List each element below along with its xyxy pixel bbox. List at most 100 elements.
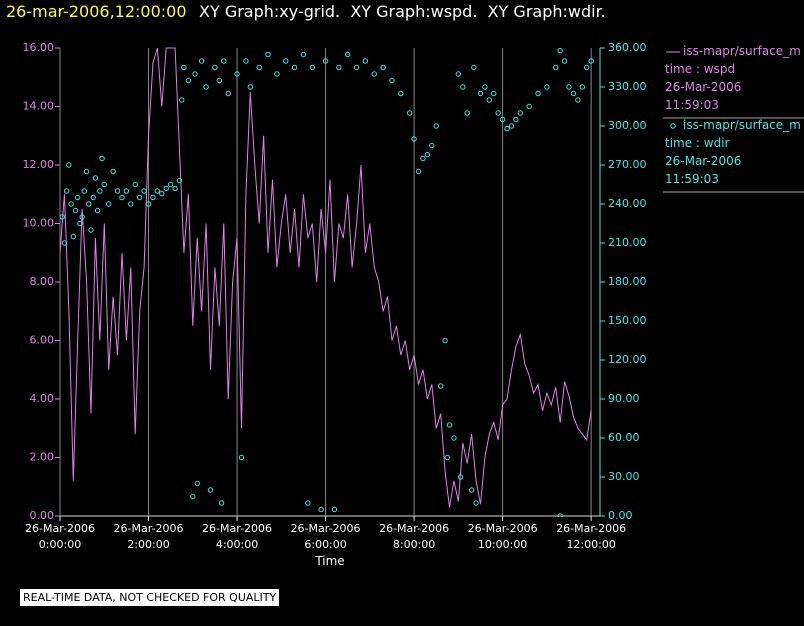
wdir-point bbox=[429, 142, 435, 149]
wdir-point bbox=[353, 64, 360, 71]
wdir-point bbox=[499, 116, 506, 123]
wdir-point bbox=[517, 110, 524, 116]
wdir-point bbox=[446, 422, 453, 428]
wdir-point bbox=[243, 58, 249, 64]
wdir-point bbox=[442, 337, 448, 344]
wdir-point bbox=[557, 47, 563, 54]
y-tick-label: 4.00 bbox=[30, 392, 55, 405]
wdir-point bbox=[504, 125, 510, 132]
wdir-point bbox=[345, 51, 351, 58]
wdir-point bbox=[203, 84, 209, 90]
wdir-point bbox=[322, 58, 329, 64]
wdir-point bbox=[535, 90, 541, 97]
wdir-point bbox=[105, 201, 112, 207]
wdir-point bbox=[265, 51, 271, 58]
wdir-point bbox=[300, 51, 307, 58]
wdir-point bbox=[83, 168, 90, 175]
wdir-point bbox=[309, 64, 315, 71]
wdir-point bbox=[433, 123, 439, 129]
wdir-point bbox=[119, 194, 125, 201]
wdir-point bbox=[66, 162, 72, 168]
wdir-point bbox=[486, 97, 493, 103]
wdir-point bbox=[579, 84, 585, 90]
wdir-point bbox=[128, 201, 134, 207]
wdir-point bbox=[561, 58, 568, 64]
y2-tick-label: 240.00 bbox=[608, 197, 647, 210]
wdir-point bbox=[318, 506, 324, 513]
y2-tick-label: 270.00 bbox=[608, 158, 647, 171]
y2-tick-label: 60.00 bbox=[608, 431, 640, 444]
legend-label: time : wspd bbox=[665, 62, 736, 76]
y2-tick-label: 30.00 bbox=[608, 470, 640, 483]
wdir-point bbox=[167, 181, 174, 188]
wdir-point bbox=[101, 181, 107, 188]
wdir-point bbox=[584, 64, 590, 71]
wdir-point bbox=[553, 64, 559, 71]
wdir-point bbox=[371, 71, 377, 77]
wdir-point bbox=[495, 110, 501, 116]
subtitle: XY Graph:xy-grid. XY Graph:wspd. XY Grap… bbox=[199, 2, 606, 21]
y2-tick-label: 300.00 bbox=[608, 119, 647, 132]
wdir-point bbox=[234, 71, 240, 77]
wdir-point bbox=[86, 201, 92, 207]
wdir-point bbox=[114, 188, 121, 194]
y-tick-label: 8.00 bbox=[30, 275, 55, 288]
wdir-point bbox=[141, 188, 147, 194]
wdir-point bbox=[132, 181, 138, 188]
wdir-point bbox=[163, 185, 169, 192]
wspd-line bbox=[60, 47, 592, 508]
wdir-point bbox=[207, 487, 214, 493]
y-tick-label: 0.00 bbox=[30, 509, 55, 522]
legend-name: iss-mapr/surface_m bbox=[683, 44, 801, 58]
x-axis-label: Time bbox=[315, 554, 345, 568]
wdir-point bbox=[179, 97, 185, 103]
y2-tick-label: 0.00 bbox=[608, 509, 633, 522]
wdir-point bbox=[181, 64, 187, 71]
wdir-point bbox=[544, 84, 550, 90]
y-tick-label: 12.00 bbox=[23, 158, 55, 171]
wdir-point bbox=[159, 190, 165, 197]
legend-time: 11:59:03 bbox=[665, 98, 719, 112]
y-tick-label: 14.00 bbox=[23, 100, 55, 113]
wdir-point bbox=[473, 500, 479, 506]
wdir-point bbox=[92, 175, 99, 181]
y2-tick-label: 90.00 bbox=[608, 392, 640, 405]
wdir-point bbox=[225, 90, 231, 97]
legend-date: 26-Mar-2006 bbox=[665, 154, 742, 168]
wdir-point bbox=[406, 110, 413, 116]
wdir-point bbox=[477, 90, 484, 97]
wdir-point bbox=[274, 71, 280, 77]
wdir-point bbox=[471, 64, 477, 71]
wdir-point bbox=[380, 64, 386, 71]
wdir-point bbox=[75, 194, 81, 201]
wdir-point bbox=[123, 188, 130, 194]
wdir-point bbox=[415, 168, 422, 175]
wdir-point bbox=[566, 84, 572, 90]
wdir-point bbox=[145, 201, 152, 207]
wdir-point bbox=[68, 201, 74, 207]
y2-tick-label: 120.00 bbox=[608, 353, 647, 366]
wdir-point bbox=[575, 97, 581, 103]
wdir-point bbox=[185, 77, 192, 84]
wdir-point bbox=[61, 240, 68, 246]
wdir-point bbox=[570, 90, 577, 97]
y2-tick-label: 330.00 bbox=[608, 80, 647, 93]
legend-label: time : wdir bbox=[665, 136, 730, 150]
x-tick-label: 26-Mar-2006 0:00:00 bbox=[25, 522, 95, 551]
wdir-point bbox=[455, 71, 462, 77]
wdir-point bbox=[331, 506, 338, 513]
y2-tick-label: 150.00 bbox=[608, 314, 647, 327]
wdir-point bbox=[192, 71, 198, 77]
x-tick-label: 26-Mar-2006 8:00:00 bbox=[379, 522, 450, 551]
wdir-point bbox=[150, 194, 156, 201]
wdir-point bbox=[60, 214, 65, 220]
wdir-point bbox=[389, 77, 395, 84]
plot-area bbox=[60, 47, 594, 517]
wdir-point bbox=[451, 435, 457, 441]
wdir-point bbox=[444, 454, 450, 461]
legend-date: 26-Mar-2006 bbox=[665, 80, 742, 94]
wdir-point bbox=[154, 188, 161, 194]
y2-tick-label: 210.00 bbox=[608, 236, 647, 249]
wdir-point bbox=[218, 500, 225, 506]
